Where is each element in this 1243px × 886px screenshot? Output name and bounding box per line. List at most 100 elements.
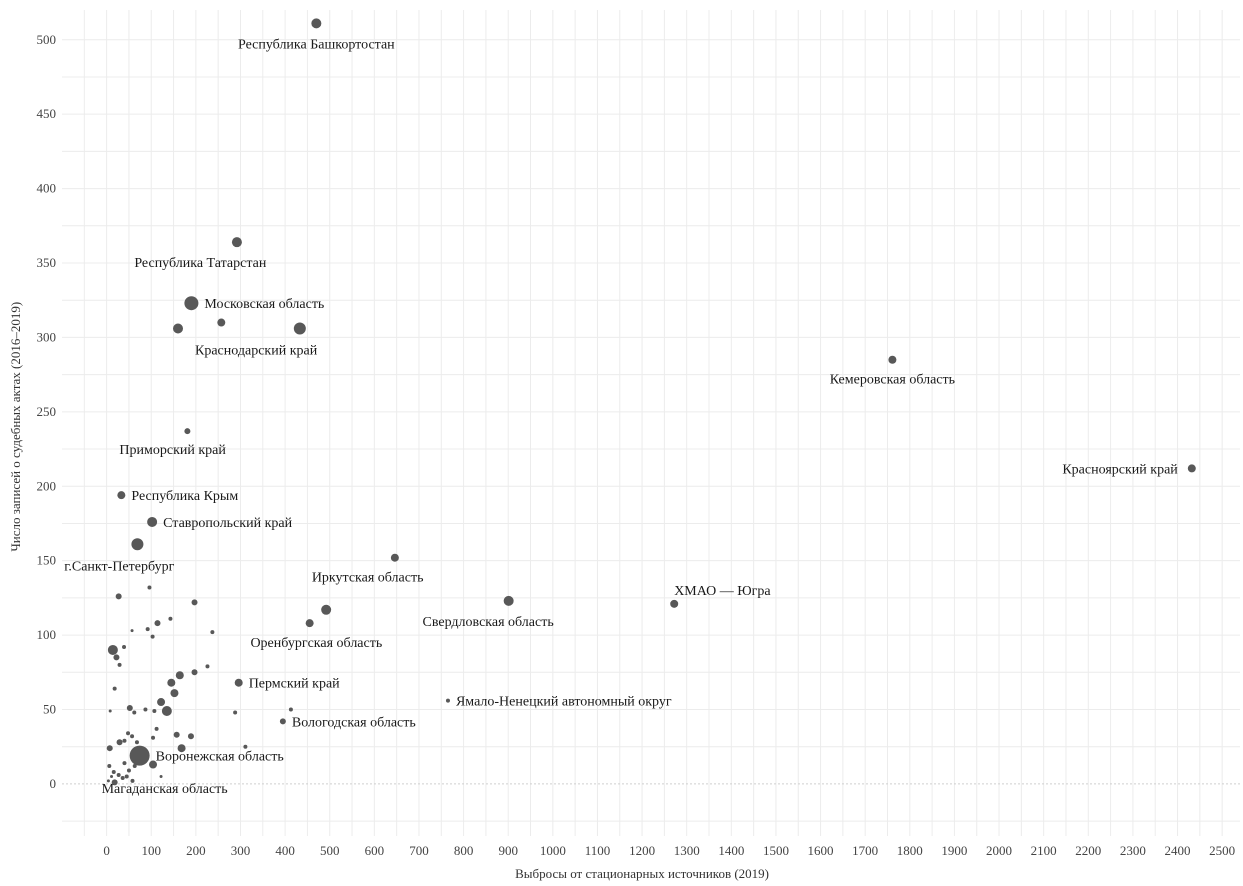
data-point: [231, 237, 242, 248]
x-tick-label: 600: [365, 843, 385, 858]
x-tick-label: 2500: [1209, 843, 1235, 858]
point-label: Ставропольский край: [163, 516, 292, 531]
x-tick-label: 200: [186, 843, 206, 858]
data-point: [122, 644, 127, 649]
y-tick-label: 450: [37, 106, 57, 121]
point-label: Республика Крым: [131, 489, 238, 504]
data-point: [122, 738, 127, 743]
data-point: [234, 678, 243, 687]
data-point: [670, 599, 679, 608]
data-point: [145, 627, 150, 632]
data-point: [321, 604, 332, 615]
data-point: [288, 707, 293, 712]
data-point: [107, 644, 118, 655]
data-point: [173, 323, 184, 334]
data-point: [126, 705, 133, 712]
data-point: [116, 772, 121, 777]
point-label: Краснодарский край: [195, 343, 318, 358]
grid: [62, 10, 1240, 836]
data-point: [111, 779, 118, 786]
y-tick-label: 400: [37, 181, 57, 196]
point-label: Свердловская область: [423, 615, 554, 630]
point-label: Московская область: [204, 297, 324, 312]
data-point: [177, 744, 186, 753]
data-point: [152, 708, 157, 713]
data-point: [445, 698, 450, 703]
x-tick-label: 1600: [808, 843, 834, 858]
y-tick-label: 200: [37, 478, 57, 493]
data-point: [126, 731, 131, 736]
point-label: Республика Татарстан: [134, 256, 267, 271]
y-axis-label: Число записей о судебных актах (2016–201…: [8, 302, 23, 552]
data-point: [184, 428, 191, 435]
data-points: [106, 18, 1196, 786]
data-point: [191, 669, 198, 676]
x-tick-label: 100: [141, 843, 161, 858]
data-point: [233, 710, 238, 715]
point-label: г.Санкт-Петербург: [64, 559, 174, 574]
data-point: [115, 593, 122, 600]
data-point: [106, 779, 110, 783]
y-tick-label: 100: [37, 627, 57, 642]
data-point: [106, 745, 113, 752]
data-point: [151, 735, 156, 740]
point-label: Оренбургская область: [250, 636, 382, 651]
point-label: Ямало-Ненецкий автономный округ: [456, 695, 672, 710]
x-tick-label: 1000: [540, 843, 566, 858]
tick-labels: 0 100 200 300 400 500 600 700 800 900 1000 1100 1200…: [37, 32, 1236, 858]
x-tick-label: 0: [103, 843, 110, 858]
point-label: Иркутская область: [312, 571, 424, 586]
data-point: [187, 733, 194, 740]
x-tick-label: 2400: [1165, 843, 1191, 858]
point-label: Республика Башкортостан: [238, 37, 395, 52]
data-point: [113, 654, 120, 661]
data-point: [149, 760, 158, 769]
y-tick-label: 300: [37, 329, 57, 344]
data-point: [130, 734, 135, 739]
data-point: [147, 585, 152, 590]
data-point: [888, 355, 897, 364]
data-point: [217, 318, 226, 327]
x-tick-label: 2300: [1120, 843, 1146, 858]
y-tick-label: 350: [37, 255, 57, 270]
data-point: [117, 491, 126, 500]
data-point: [154, 726, 159, 731]
x-tick-label: 1100: [585, 843, 611, 858]
data-point: [112, 686, 117, 691]
point-label: Магаданская область: [102, 782, 228, 797]
x-tick-label: 1300: [674, 843, 700, 858]
x-tick-label: 2200: [1075, 843, 1101, 858]
data-point: [159, 774, 163, 778]
data-point: [191, 599, 198, 606]
data-point: [110, 774, 114, 778]
data-point: [116, 739, 123, 746]
data-point: [390, 553, 399, 562]
data-point: [122, 761, 127, 766]
point-label: Кемеровская область: [830, 373, 955, 388]
x-tick-label: 2000: [986, 843, 1012, 858]
data-point: [243, 744, 248, 749]
data-point: [205, 664, 210, 669]
data-point: [1187, 464, 1196, 473]
data-point: [157, 698, 166, 707]
data-point: [279, 718, 286, 725]
point-label: Красноярский край: [1062, 462, 1178, 477]
data-point: [173, 731, 180, 738]
point-label: Пермский край: [249, 677, 340, 692]
data-point: [147, 516, 158, 527]
data-point: [161, 705, 172, 716]
x-tick-label: 1700: [852, 843, 878, 858]
x-tick-label: 300: [231, 843, 251, 858]
x-tick-label: 1200: [629, 843, 655, 858]
x-tick-label: 900: [498, 843, 518, 858]
data-point: [120, 775, 125, 780]
x-axis-label: Выбросы от стационарных источников (2019…: [515, 866, 769, 881]
x-tick-label: 400: [275, 843, 295, 858]
y-tick-label: 0: [50, 776, 57, 791]
x-tick-label: 500: [320, 843, 340, 858]
x-tick-label: 800: [454, 843, 474, 858]
data-point: [143, 707, 148, 712]
data-point: [126, 768, 131, 773]
data-point: [131, 538, 144, 551]
